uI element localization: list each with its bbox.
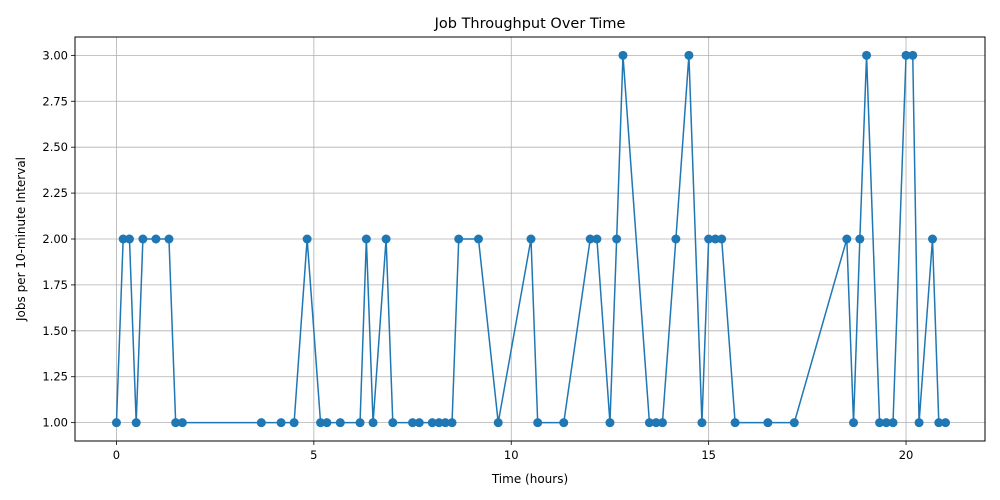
data-point (651, 418, 661, 428)
data-point (473, 234, 483, 244)
data-point (118, 234, 128, 244)
data-point (164, 234, 174, 244)
data-point (124, 234, 134, 244)
data-point (605, 418, 615, 428)
data-point (592, 234, 602, 244)
data-point (316, 418, 326, 428)
data-point (111, 418, 121, 428)
data-point (138, 234, 148, 244)
chart-title: Job Throughput Over Time (434, 16, 626, 32)
data-point (927, 234, 937, 244)
data-point (533, 418, 543, 428)
data-point (862, 50, 872, 60)
y-tick-label: 2.50 (42, 140, 68, 154)
data-point (671, 234, 681, 244)
x-tick-label: 10 (504, 448, 519, 462)
x-axis-label: Time (hours) (491, 472, 568, 486)
data-point (559, 418, 569, 428)
data-point (908, 50, 918, 60)
data-point (618, 50, 628, 60)
x-tick-label: 5 (310, 448, 317, 462)
data-point (612, 234, 622, 244)
data-point (526, 234, 536, 244)
data-point (276, 418, 286, 428)
data-point (388, 418, 398, 428)
x-tick-label: 20 (899, 448, 914, 462)
data-point (789, 418, 799, 428)
y-tick-label: 1.00 (42, 416, 68, 430)
y-tick-label: 2.25 (42, 186, 68, 200)
y-tick-label: 1.25 (42, 370, 68, 384)
data-point (131, 418, 141, 428)
data-point (177, 418, 187, 428)
data-point (289, 418, 299, 428)
data-point (763, 418, 773, 428)
data-point (493, 418, 503, 428)
data-point (368, 418, 378, 428)
data-point (427, 418, 437, 428)
data-point (256, 418, 266, 428)
x-tick-label: 0 (113, 448, 120, 462)
data-point (657, 418, 667, 428)
y-tick-label: 2.00 (42, 232, 68, 246)
data-point (381, 234, 391, 244)
data-point (355, 418, 365, 428)
data-point (697, 418, 707, 428)
data-markers (111, 50, 951, 428)
data-point (934, 418, 944, 428)
y-tick-label: 1.75 (42, 278, 68, 292)
y-axis-label: Jobs per 10-minute Interval (14, 157, 28, 322)
data-point (440, 418, 450, 428)
data-point (151, 234, 161, 244)
data-point (408, 418, 418, 428)
data-point (454, 234, 464, 244)
data-point (414, 418, 424, 428)
data-point (704, 234, 714, 244)
data-point (710, 234, 720, 244)
data-point (901, 50, 911, 60)
data-point (730, 418, 740, 428)
data-point (361, 234, 371, 244)
data-point (322, 418, 332, 428)
data-point (717, 234, 727, 244)
data-point (849, 418, 859, 428)
x-tick-label: 15 (701, 448, 716, 462)
data-point (914, 418, 924, 428)
data-point (434, 418, 444, 428)
data-point (302, 234, 312, 244)
data-point (941, 418, 951, 428)
y-tick-label: 1.50 (42, 324, 68, 338)
y-tick-label: 3.00 (42, 48, 68, 62)
data-point (855, 234, 865, 244)
data-point (875, 418, 885, 428)
y-tick-label: 2.75 (42, 94, 68, 108)
data-point (447, 418, 457, 428)
data-point (888, 418, 898, 428)
data-point (644, 418, 654, 428)
data-point (585, 234, 595, 244)
data-point (881, 418, 891, 428)
data-point (842, 234, 852, 244)
data-point (684, 50, 694, 60)
data-point (171, 418, 181, 428)
axis-ticks: 0 5 10 15 20 1.00 1.25 1.50 1.75 2.00 2.25 2.50 2.75… (42, 48, 913, 462)
data-point (335, 418, 345, 428)
